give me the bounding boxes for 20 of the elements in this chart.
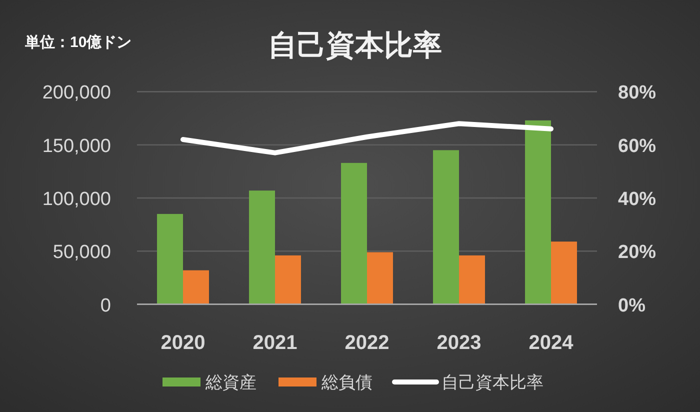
y2-tick-label: 0% — [618, 295, 646, 316]
x-tick-label: 2021 — [252, 332, 298, 354]
y2-tick-label: 80% — [618, 82, 656, 104]
legend-label: 自己資本比率 — [442, 373, 544, 392]
x-tick-label: 2022 — [344, 332, 390, 354]
chart-title: 自己資本比率 — [268, 29, 442, 62]
legend-label: 総資産 — [204, 373, 256, 392]
y-tick-label: 150,000 — [42, 136, 111, 157]
y-tick-label: 200,000 — [42, 82, 111, 104]
legend-label: 総負債 — [320, 373, 372, 392]
y2-tick-label: 40% — [618, 189, 656, 210]
x-tick-label: 2020 — [160, 332, 206, 354]
y-tick-label: 100,000 — [42, 189, 111, 210]
x-tick-label: 2024 — [528, 332, 574, 354]
x-tick-label: 2023 — [436, 332, 482, 354]
y-tick-label: 50,000 — [52, 242, 111, 264]
y-tick-label: 0 — [100, 295, 111, 316]
y2-tick-label: 60% — [618, 136, 656, 157]
text: 単位：10億ドン — [24, 34, 132, 51]
y2-tick-label: 20% — [618, 242, 656, 264]
